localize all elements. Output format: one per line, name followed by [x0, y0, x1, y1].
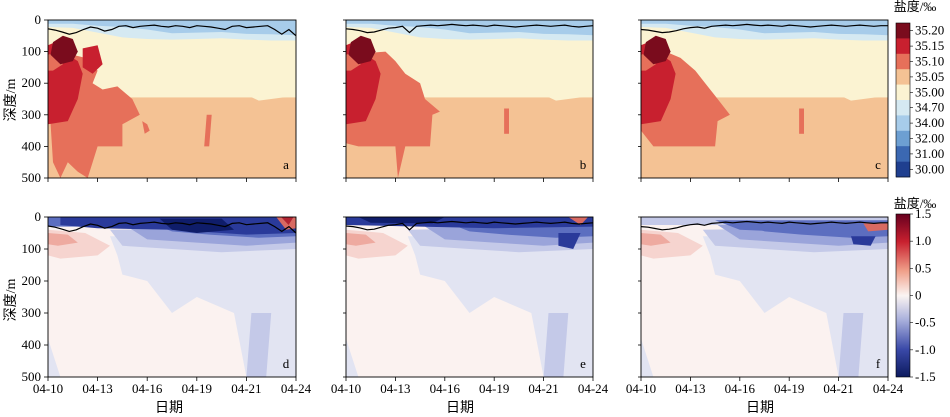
colorbar-swatch	[896, 146, 910, 162]
mixed-layer-depth-line	[641, 23, 888, 34]
panel-frame	[345, 216, 594, 378]
panel-frame	[47, 19, 297, 179]
mixed-layer-depth-line	[346, 220, 593, 231]
x-tick-label: 04-16	[132, 381, 163, 396]
panel-label: a	[283, 157, 289, 172]
y-tick-label: 100	[22, 44, 42, 59]
colorbar-tick-label: 35.05	[915, 69, 944, 84]
panel-field	[48, 20, 296, 178]
x-tick-label: 04-21	[823, 381, 853, 396]
x-tick-label: 04-16	[725, 381, 756, 396]
x-tick-label: 04-24	[281, 381, 312, 396]
panel-frame	[345, 19, 594, 179]
panel-field	[346, 217, 593, 377]
panel-f: f 04-10 04-13 04-16 04-19 04-21 04-24	[626, 216, 904, 396]
x-tick-label: 04-13	[675, 381, 705, 396]
colorbar-swatch	[896, 115, 910, 132]
colorbar-tick-label: 0	[915, 288, 922, 303]
x-tick-label: 04-21	[231, 381, 261, 396]
panel-field	[48, 217, 296, 377]
colorbar-swatch	[896, 69, 910, 85]
panel-field	[641, 20, 888, 178]
colorbar-tick-label: -1.0	[915, 342, 936, 357]
panel-frame	[640, 19, 889, 179]
y-tick-label: 100	[22, 241, 42, 256]
mixed-layer-depth-line	[346, 23, 593, 34]
colorbar-tick-label: 30.00	[915, 161, 944, 176]
x-tick-label: 04-16	[430, 381, 461, 396]
x-tick-label: 04-19	[182, 381, 212, 396]
top-colorbar: 盐度/‰ 35.2035.1535.1035.0535.0034.7034.00…	[894, 0, 944, 178]
x-tick-label: 04-13	[380, 381, 410, 396]
y-tick-label: 0	[35, 12, 42, 27]
colorbar-tick-label: 35.10	[915, 54, 944, 69]
x-tick-label: 04-10	[331, 381, 361, 396]
colorbar-swatch	[896, 161, 910, 178]
panel-a: a 0 100 200 300 400 500	[22, 12, 297, 185]
colorbar-tick-label: 31.00	[915, 146, 944, 161]
bottom-colorbar-title: 盐度/‰	[894, 196, 937, 211]
colorbar-swatch	[896, 23, 910, 39]
x-tick-label: 04-19	[774, 381, 804, 396]
mixed-layer-depth-line	[48, 221, 296, 234]
colorbar-swatch	[896, 84, 910, 101]
xlabel-3: 日期	[746, 400, 774, 416]
colorbar-tick-label: 0.5	[915, 260, 931, 275]
x-tick-label: 04-24	[873, 381, 904, 396]
colorbar-tick-label: 35.00	[915, 84, 944, 99]
colorbar-swatch	[896, 100, 910, 116]
panel-label: d	[283, 356, 290, 371]
y-tick-label: 200	[22, 75, 42, 90]
panel-b: b	[343, 19, 594, 182]
panel-label: c	[875, 157, 881, 172]
y-tick-label: 200	[22, 273, 42, 288]
colorbar-tick-label: 35.15	[915, 38, 944, 53]
panel-frame	[47, 216, 297, 378]
colorbar-tick-label: 34.70	[915, 100, 944, 115]
panel-c: c	[638, 19, 889, 182]
xlabel-2: 日期	[446, 400, 474, 416]
panel-e: e 04-10 04-13 04-16 04-19 04-21 04-24	[331, 216, 609, 396]
panel-field	[641, 217, 888, 377]
y-tick-label: 300	[22, 107, 42, 122]
bottom-colorbar-ramp	[895, 213, 911, 378]
y-tick-label: 400	[22, 337, 42, 352]
colorbar-swatch	[896, 53, 910, 70]
colorbar-tick-label: 35.20	[915, 23, 944, 38]
x-tick-label: 04-10	[626, 381, 656, 396]
top-colorbar-title: 盐度/‰	[894, 0, 937, 14]
xlabel-1: 日期	[155, 400, 183, 416]
ylabel-bottom: 深度/m	[3, 279, 19, 322]
panel-label: b	[580, 157, 587, 172]
colorbar-swatch	[896, 38, 910, 55]
colorbar-tick-label: 1.0	[915, 233, 931, 248]
y-tick-label: 500	[22, 369, 42, 384]
panel-label: e	[580, 356, 586, 371]
y-tick-label: 400	[22, 138, 42, 153]
panel-field	[346, 20, 593, 178]
colorbar-tick-label: 32.00	[915, 131, 944, 146]
colorbar-swatch	[896, 130, 910, 147]
panel-label: f	[876, 356, 881, 371]
x-tick-label: 04-10	[33, 381, 63, 396]
y-tick-label: 500	[22, 170, 42, 185]
colorbar-tick-label: 34.00	[915, 115, 944, 130]
colorbar-tick-label: 1.5	[915, 206, 931, 221]
y-tick-label: 0	[35, 209, 42, 224]
colorbar-tick-label: -0.5	[915, 315, 936, 330]
colorbar-tick-label: -1.5	[915, 369, 936, 384]
x-tick-label: 04-24	[578, 381, 609, 396]
panel-frame	[640, 216, 889, 378]
ylabel-top: 深度/m	[3, 79, 19, 122]
mixed-layer-depth-line	[641, 220, 888, 231]
mixed-layer-depth-line	[48, 24, 296, 37]
y-tick-label: 300	[22, 305, 42, 320]
bottom-colorbar: 盐度/‰ 1.5 1.0 0.5 0 -0.5 -1.0 -1.5	[894, 196, 937, 384]
x-tick-label: 04-13	[82, 381, 112, 396]
x-tick-label: 04-21	[528, 381, 558, 396]
x-tick-label: 04-19	[479, 381, 509, 396]
